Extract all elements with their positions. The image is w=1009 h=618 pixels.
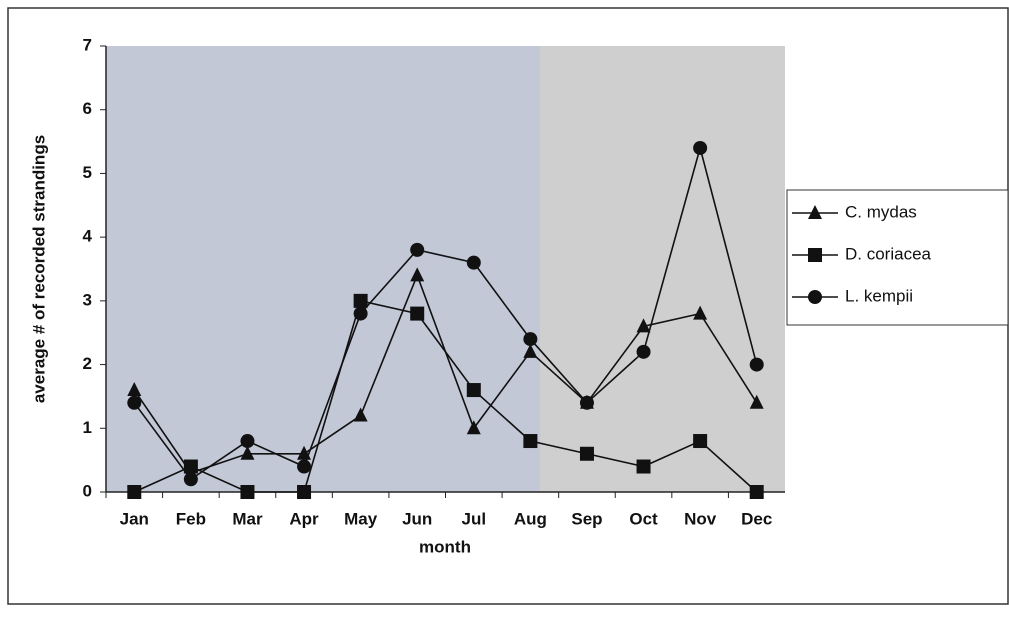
marker [240,445,255,460]
marker [749,394,764,409]
x-tick-label: Jul [462,509,487,528]
marker [523,332,538,347]
series-line [133,144,758,481]
marker [693,305,708,320]
y-axis-label: average # of recorded strandings [29,135,48,403]
plot-background [540,46,785,492]
y-tick-label: 4 [83,227,93,246]
y-tick-label: 0 [83,481,92,500]
marker [579,395,594,410]
marker [410,306,425,321]
x-tick-label: Oct [629,509,658,528]
x-axis-label: month [419,537,471,556]
marker [353,407,368,422]
marker [636,318,651,333]
marker [240,485,255,499]
x-tick-label: Sep [571,509,602,528]
legend-label: C. mydas [845,202,917,221]
marker [636,344,651,359]
x-tick-label: Mar [232,509,263,528]
marker [410,267,425,282]
marker [808,205,822,219]
legend-label: D. coriacea [845,244,932,263]
y-tick-label: 6 [83,99,92,118]
plot-background [106,46,540,492]
series-line [133,299,758,493]
marker [523,343,538,358]
marker [523,434,538,449]
marker [693,140,708,155]
marker [240,434,255,449]
marker [410,242,425,257]
marker [808,248,822,262]
x-tick-label: Jan [120,509,149,528]
legend [786,189,1009,326]
y-tick-label: 5 [83,163,92,182]
marker [749,485,764,499]
marker [183,459,198,474]
marker [636,459,651,474]
marker [127,395,142,410]
y-tick-label: 7 [83,35,92,54]
marker [353,293,368,308]
x-tick-label: Dec [741,509,772,528]
marker [466,383,481,398]
y-tick-label: 1 [83,418,92,437]
marker [466,255,481,270]
marker [579,446,594,461]
marker [297,459,312,474]
marker [693,434,708,449]
marker [127,382,142,397]
x-tick-label: Nov [684,509,717,528]
marker [466,420,481,435]
x-tick-label: Feb [176,509,206,528]
x-tick-label: Aug [514,509,547,528]
x-tick-label: Jun [402,509,432,528]
y-tick-label: 2 [83,354,92,373]
x-tick-label: May [344,509,378,528]
marker [353,306,368,321]
y-tick-label: 3 [83,290,92,309]
legend-label: L. kempii [845,286,913,305]
marker [808,290,822,304]
x-tick-label: Apr [289,509,319,528]
marker [183,472,198,487]
marker [297,485,312,499]
marker [749,357,764,372]
marker [127,485,142,499]
